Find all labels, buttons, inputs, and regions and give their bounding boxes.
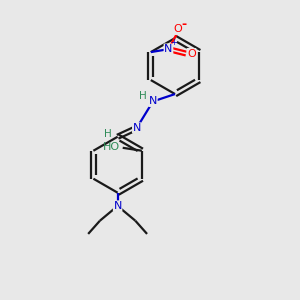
- Text: O: O: [187, 49, 196, 58]
- Text: N: N: [113, 201, 122, 211]
- Text: HO: HO: [103, 142, 120, 152]
- Text: H: H: [104, 129, 112, 139]
- Text: -: -: [181, 18, 186, 31]
- Text: H: H: [139, 91, 146, 100]
- Text: O: O: [173, 24, 182, 34]
- Text: N: N: [133, 123, 141, 133]
- Text: N: N: [164, 44, 173, 54]
- Text: +: +: [170, 38, 177, 47]
- Text: N: N: [149, 96, 157, 106]
